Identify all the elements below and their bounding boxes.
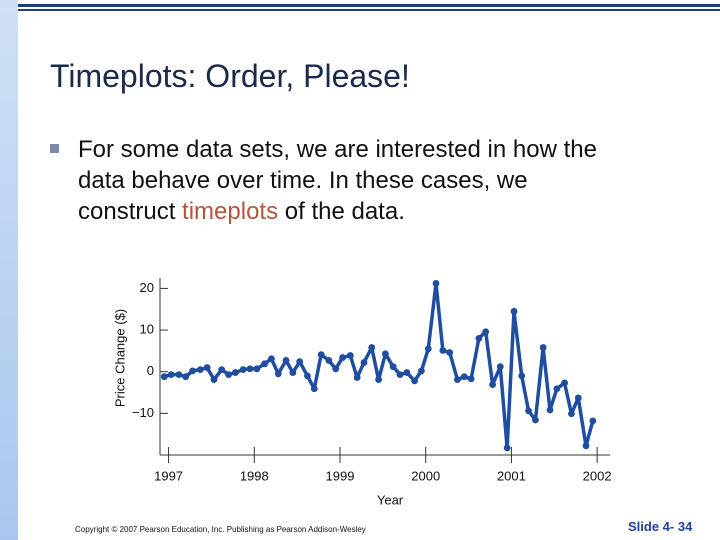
data-line [163, 281, 595, 450]
data-point [296, 358, 304, 366]
y-tick-label: 20 [140, 280, 154, 295]
data-point [467, 375, 475, 383]
data-point [339, 354, 346, 361]
data-point [589, 417, 597, 425]
text-line: data behave over time. In these cases, w… [78, 167, 528, 194]
data-point [310, 385, 318, 393]
data-point [261, 360, 268, 368]
text-line: For some data sets, we are interested in… [78, 136, 597, 163]
data-point [375, 376, 382, 384]
side-bar [0, 0, 18, 540]
data-point [582, 442, 590, 450]
data-point [175, 371, 183, 379]
data-point [203, 364, 211, 371]
data-point [210, 376, 218, 384]
data-point [182, 373, 190, 381]
data-point [496, 363, 504, 371]
data-point [539, 344, 547, 351]
data-point [574, 394, 582, 402]
y-tick-label: 10 [140, 321, 154, 336]
data-point [282, 357, 290, 364]
x-tick-label: 1997 [154, 468, 183, 483]
top-rule [18, 9, 720, 11]
data-point [546, 406, 554, 414]
data-point [510, 307, 518, 315]
data-point [525, 407, 532, 415]
data-point [439, 347, 447, 354]
x-tick-label: 2000 [411, 468, 440, 483]
data-point [289, 369, 297, 376]
data-point [346, 352, 354, 359]
data-point [304, 372, 311, 380]
data-point [532, 416, 539, 424]
data-point [189, 367, 196, 375]
data-point [382, 350, 389, 358]
data-point [475, 334, 483, 342]
data-point [368, 344, 376, 351]
y-tick-label: −10 [132, 405, 154, 420]
bullet-text: For some data sets, we are interested in… [78, 134, 597, 227]
data-point [218, 366, 226, 374]
data-point [360, 359, 368, 366]
data-point [411, 377, 418, 385]
data-point [446, 349, 454, 356]
data-point [332, 365, 340, 373]
data-point [518, 372, 526, 380]
data-point [460, 373, 468, 381]
data-point [432, 280, 440, 287]
data-point [196, 366, 204, 374]
data-point [561, 379, 568, 387]
data-point [232, 369, 239, 376]
slide-number: Slide 4- 34 [628, 519, 693, 534]
data-point [317, 351, 325, 359]
data-point [553, 385, 561, 393]
data-point [403, 369, 411, 376]
data-point [353, 374, 361, 381]
data-point [274, 370, 282, 378]
data-point [325, 357, 333, 364]
data-point [424, 345, 432, 353]
y-axis-label: Price Change ($) [112, 309, 127, 407]
data-point [482, 328, 490, 336]
data-point [239, 366, 247, 374]
top-rule [18, 4, 720, 7]
slide-title: Timeplots: Order, Please! [50, 58, 410, 94]
x-tick-label: 1999 [326, 468, 355, 483]
data-point [246, 365, 254, 373]
text: construct [78, 198, 176, 225]
x-tick-label: 1998 [240, 468, 269, 483]
data-point [253, 365, 261, 373]
text-line: construct timeplots of the data. [78, 196, 597, 227]
copyright: Copyright © 2007 Pearson Education, Inc.… [75, 525, 366, 534]
data-point [454, 376, 461, 384]
data-point [225, 371, 232, 379]
data-point [503, 444, 511, 452]
y-tick-label: 0 [147, 363, 154, 378]
data-point [160, 373, 168, 381]
data-point [389, 363, 397, 371]
highlight: timeplots [182, 198, 279, 225]
x-tick-label: 2002 [583, 468, 612, 483]
data-point [568, 410, 575, 418]
x-tick-label: 2001 [497, 468, 526, 483]
data-point [268, 355, 275, 363]
x-axis-label: Year [377, 492, 404, 507]
data-point [418, 367, 425, 375]
data-point [396, 371, 404, 379]
data-point [489, 381, 496, 389]
data-point [167, 371, 175, 379]
text: of the data. [284, 198, 405, 225]
bullet-marker [50, 144, 59, 153]
